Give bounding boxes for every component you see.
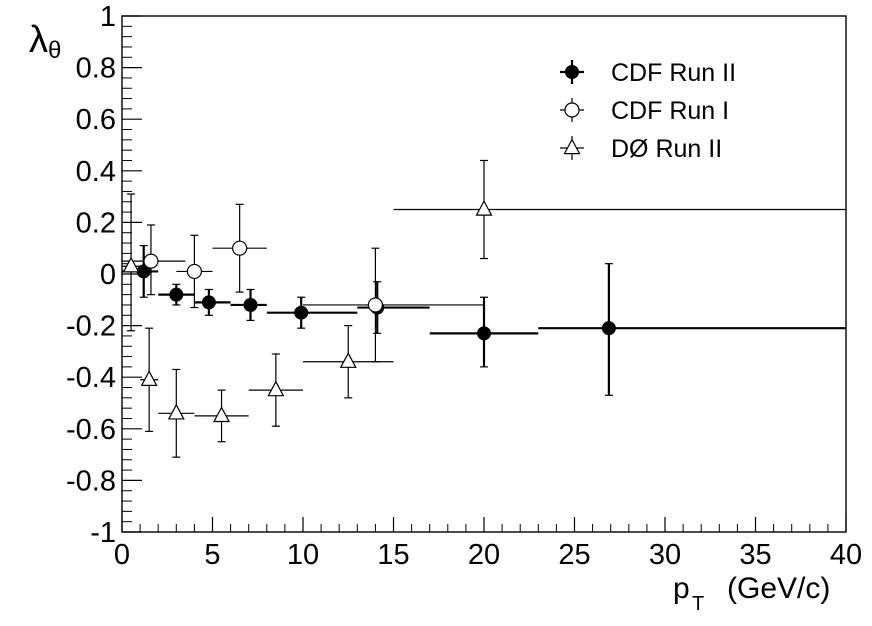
y-tick-label: 0.2: [76, 207, 116, 239]
data-point: [477, 326, 491, 341]
data-point: [243, 297, 258, 312]
series-open-triangle: [122, 159, 846, 458]
y-axis-ticks: -1 -0.8 -0.6 -0.4 -0.2 0 0.2 0.4 0.6 0.8 1: [66, 1, 142, 549]
legend-marker: [565, 65, 579, 79]
y-tick-label: 0.4: [76, 156, 116, 188]
x-axis-label: p: [673, 572, 690, 605]
data-point: [339, 352, 357, 368]
series-open-circle: [122, 203, 484, 363]
y-tick-label: -0.6: [66, 414, 116, 446]
x-tick-label: 15: [377, 539, 409, 571]
data-point: [367, 297, 383, 313]
x-tick-label: 35: [739, 539, 771, 571]
data-point: [140, 370, 158, 386]
x-tick-label: 25: [558, 539, 590, 571]
y-axis-label-subscript: θ: [48, 37, 61, 64]
x-tick-label: 20: [468, 539, 500, 571]
series-filled-circle: [122, 245, 846, 396]
legend-label: CDF Run I: [611, 97, 729, 125]
data-point: [122, 256, 140, 273]
x-tick-label: 40: [830, 539, 862, 571]
x-tick-label: 5: [204, 539, 220, 571]
legend-label: CDF Run II: [611, 59, 736, 87]
data-point: [167, 403, 185, 420]
data-point: [143, 253, 159, 269]
y-tick-label: -0.4: [66, 362, 116, 394]
data-point: [294, 305, 309, 320]
y-tick-label: 0.6: [76, 104, 116, 136]
x-tick-label: 30: [649, 539, 681, 571]
x-tick-label: 10: [287, 539, 319, 571]
plot-frame: [121, 15, 847, 533]
legend-label: DØ Run II: [611, 135, 722, 163]
axes-frame: [121, 15, 847, 533]
y-tick-label: 0: [100, 259, 116, 291]
x-axis-label-subscript: T: [692, 593, 704, 615]
data-point: [601, 321, 616, 336]
data-point: [475, 199, 493, 216]
y-axis-label: λ: [29, 19, 48, 61]
data-point: [232, 240, 248, 256]
data-point: [201, 295, 216, 310]
x-tick-label: 0: [114, 539, 130, 571]
y-tick-label: -0.2: [66, 311, 116, 343]
y-tick-label: -1: [90, 517, 116, 549]
y-tick-label: 1: [100, 1, 116, 33]
legend: CDF Run II CDF Run I DØ Run II: [560, 59, 736, 163]
legend-marker: [563, 138, 581, 155]
data-point: [213, 406, 231, 423]
data-point: [186, 263, 202, 280]
data-point: [267, 380, 285, 397]
legend-marker: [564, 102, 580, 118]
y-tick-label: -0.8: [66, 465, 116, 497]
y-tick-label: 0.8: [76, 53, 116, 85]
x-axis-ticks: 0 5 10 15 20 25 30 35 40: [114, 517, 862, 571]
x-axis-label-unit: (GeV/c): [727, 572, 830, 605]
data-point: [169, 287, 184, 302]
data-series: [122, 159, 846, 458]
